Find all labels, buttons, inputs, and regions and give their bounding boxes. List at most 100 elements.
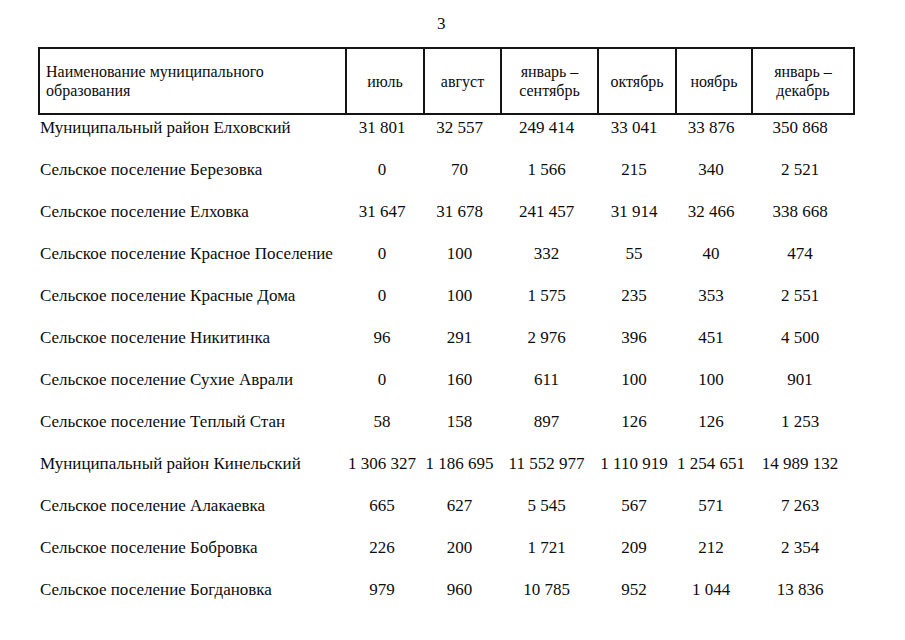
- value-cell-jan-dec: 2 354: [749, 538, 851, 558]
- column-header-nov: ноябрь: [675, 49, 751, 113]
- municipality-name: Сельское поселение Богдановка: [38, 580, 343, 600]
- municipality-name: Сельское поселение Красные Дома: [38, 286, 343, 306]
- table-body: Муниципальный район Елховский31 80132 55…: [38, 115, 855, 619]
- value-cell-aug: 31 678: [421, 202, 498, 222]
- table-row: Сельское поселение Теплый Стан5815889712…: [38, 409, 855, 451]
- value-cell-jul: 226: [343, 538, 421, 558]
- value-cell-nov: 32 466: [673, 202, 749, 222]
- value-cell-nov: 353: [673, 286, 749, 306]
- value-cell-jul: 0: [343, 286, 421, 306]
- value-cell-jan-sep: 332: [498, 244, 595, 264]
- column-header-jan-sep: январь – сентябрь: [500, 49, 597, 113]
- value-cell-jan-sep: 897: [498, 412, 595, 432]
- page-number: 3: [437, 14, 446, 34]
- value-cell-aug: 291: [421, 328, 498, 348]
- value-cell-oct: 235: [595, 286, 673, 306]
- value-cell-oct: 100: [595, 370, 673, 390]
- column-header-jul: июль: [345, 49, 423, 113]
- value-cell-nov: 340: [673, 160, 749, 180]
- value-cell-jan-dec: 4 500: [749, 328, 851, 348]
- value-cell-jul: 0: [343, 370, 421, 390]
- value-cell-jul: 1 306 327: [343, 454, 421, 474]
- value-cell-jul: 665: [343, 496, 421, 516]
- table-row: Сельское поселение Сухие Аврали016061110…: [38, 367, 855, 409]
- value-cell-jan-sep: 1 721: [498, 538, 595, 558]
- value-cell-jan-dec: 14 989 132: [749, 454, 851, 474]
- municipality-name: Муниципальный район Елховский: [38, 118, 343, 138]
- municipality-name: Сельское поселение Теплый Стан: [38, 412, 343, 432]
- value-cell-aug: 158: [421, 412, 498, 432]
- value-cell-jul: 31 647: [343, 202, 421, 222]
- value-cell-jan-sep: 1 575: [498, 286, 595, 306]
- value-cell-jul: 0: [343, 244, 421, 264]
- value-cell-nov: 212: [673, 538, 749, 558]
- value-cell-aug: 100: [421, 286, 498, 306]
- value-cell-jul: 979: [343, 580, 421, 600]
- value-cell-jan-dec: 474: [749, 244, 851, 264]
- value-cell-aug: 100: [421, 244, 498, 264]
- value-cell-aug: 160: [421, 370, 498, 390]
- municipality-name: Сельское поселение Алакаевка: [38, 496, 343, 516]
- value-cell-jul: 96: [343, 328, 421, 348]
- value-cell-jan-sep: 10 785: [498, 580, 595, 600]
- municipality-name: Сельское поселение Березовка: [38, 160, 343, 180]
- value-cell-jan-dec: 901: [749, 370, 851, 390]
- value-cell-jan-dec: 7 263: [749, 496, 851, 516]
- value-cell-jan-sep: 249 414: [498, 118, 595, 138]
- value-cell-oct: 31 914: [595, 202, 673, 222]
- table-row: Муниципальный район Елховский31 80132 55…: [38, 115, 855, 157]
- table-row: Сельское поселение Елховка31 64731 67824…: [38, 199, 855, 241]
- value-cell-jan-dec: 2 551: [749, 286, 851, 306]
- value-cell-aug: 960: [421, 580, 498, 600]
- value-cell-oct: 215: [595, 160, 673, 180]
- value-cell-nov: 571: [673, 496, 749, 516]
- value-cell-jan-sep: 241 457: [498, 202, 595, 222]
- municipal-statistics-table: Наименование муниципального образованияи…: [38, 47, 855, 619]
- column-header-oct: октябрь: [597, 49, 675, 113]
- value-cell-aug: 32 557: [421, 118, 498, 138]
- value-cell-oct: 1 110 919: [595, 454, 673, 474]
- value-cell-jul: 58: [343, 412, 421, 432]
- value-cell-oct: 126: [595, 412, 673, 432]
- value-cell-jan-dec: 350 868: [749, 118, 851, 138]
- value-cell-aug: 70: [421, 160, 498, 180]
- value-cell-aug: 200: [421, 538, 498, 558]
- value-cell-jan-sep: 1 566: [498, 160, 595, 180]
- municipality-name: Сельское поселение Елховка: [38, 202, 343, 222]
- value-cell-jul: 0: [343, 160, 421, 180]
- municipality-name: Сельское поселение Никитинка: [38, 328, 343, 348]
- value-cell-jan-sep: 5 545: [498, 496, 595, 516]
- municipality-name: Сельское поселение Сухие Аврали: [38, 370, 343, 390]
- table-row: Муниципальный район Кинельский1 306 327 1…: [38, 451, 855, 493]
- municipality-name: Сельское поселение Красное Поселение: [38, 244, 343, 264]
- value-cell-nov: 40: [673, 244, 749, 264]
- table-header-row: Наименование муниципального образованияи…: [38, 47, 855, 115]
- value-cell-nov: 33 876: [673, 118, 749, 138]
- value-cell-jan-sep: 611: [498, 370, 595, 390]
- value-cell-nov: 100: [673, 370, 749, 390]
- value-cell-nov: 1 044: [673, 580, 749, 600]
- value-cell-oct: 33 041: [595, 118, 673, 138]
- value-cell-jan-sep: 11 552 977: [498, 454, 595, 474]
- table-row: Сельское поселение Бобровка2262001 72120…: [38, 535, 855, 577]
- municipality-name: Муниципальный район Кинельский: [38, 454, 343, 474]
- value-cell-nov: 451: [673, 328, 749, 348]
- table-row: Сельское поселение Красное Поселение0100…: [38, 241, 855, 283]
- column-header-name: Наименование муниципального образования: [40, 49, 345, 113]
- column-header-jan-dec: январь – декабрь: [751, 49, 853, 113]
- table-row: Сельское поселение Березовка0701 5662153…: [38, 157, 855, 199]
- table-row: Сельское поселение Богдановка97996010 78…: [38, 577, 855, 619]
- table-row: Сельское поселение Никитинка962912 97639…: [38, 325, 855, 367]
- table-row: Сельское поселение Красные Дома01001 575…: [38, 283, 855, 325]
- value-cell-jan-dec: 338 668: [749, 202, 851, 222]
- table-row: Сельское поселение Алакаевка6656275 5455…: [38, 493, 855, 535]
- municipality-name: Сельское поселение Бобровка: [38, 538, 343, 558]
- value-cell-jan-dec: 1 253: [749, 412, 851, 432]
- column-header-aug: август: [423, 49, 500, 113]
- value-cell-oct: 209: [595, 538, 673, 558]
- value-cell-nov: 126: [673, 412, 749, 432]
- value-cell-oct: 55: [595, 244, 673, 264]
- value-cell-jan-sep: 2 976: [498, 328, 595, 348]
- value-cell-oct: 952: [595, 580, 673, 600]
- value-cell-jan-dec: 13 836: [749, 580, 851, 600]
